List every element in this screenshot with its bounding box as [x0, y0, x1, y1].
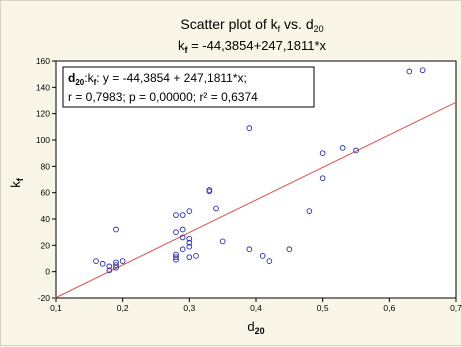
- x-tick-label: 0,1: [50, 303, 62, 313]
- data-point: [319, 150, 326, 157]
- x-tick-label: 0,2: [117, 303, 129, 313]
- data-point: [99, 260, 106, 267]
- y-tick-label: -20: [38, 293, 51, 303]
- data-point: [353, 147, 359, 154]
- y-tick-label: 0: [45, 267, 50, 277]
- y-tick-label: 160: [36, 56, 50, 66]
- data-point: [179, 246, 186, 253]
- data-point: [306, 208, 313, 214]
- data-point: [186, 243, 193, 250]
- data-point: [193, 253, 199, 259]
- chart-subtitle: kf = -44,3854+247,1811*x: [178, 38, 327, 55]
- data-point: [339, 145, 346, 151]
- data-point: [186, 208, 193, 214]
- fit-line-group: [54, 101, 457, 299]
- x-axis-label: d20: [247, 319, 264, 336]
- regression-stats: r = 0,7983; p = 0,00000; r² = 0,6374: [68, 90, 258, 104]
- data-point: [246, 125, 253, 132]
- data-point: [113, 264, 119, 271]
- chart-title: Scatter plot of kf vs. d20: [180, 16, 323, 34]
- data-points: [93, 67, 426, 274]
- data-point: [186, 235, 193, 242]
- x-tick-label: 0,7: [450, 303, 462, 313]
- data-point: [186, 254, 193, 261]
- data-point: [173, 251, 179, 258]
- data-point: [259, 253, 266, 259]
- data-point: [246, 246, 253, 253]
- y-tick-label: 60: [41, 188, 51, 198]
- data-point: [266, 258, 273, 264]
- data-point: [106, 267, 113, 274]
- y-tick-label: 40: [41, 214, 51, 224]
- x-tick-label: 0,3: [183, 303, 195, 313]
- data-point: [173, 256, 179, 263]
- data-point: [113, 262, 119, 268]
- regression-line: [54, 101, 457, 299]
- data-point: [173, 212, 179, 218]
- data-point: [113, 226, 119, 233]
- regression-equation: d20:kf: y = -44,3854 + 247,1811*x;: [68, 71, 247, 87]
- data-point: [406, 68, 413, 75]
- y-tick-label: 120: [36, 109, 50, 119]
- y-tick-label: 100: [36, 135, 50, 145]
- x-tick-label: 0,4: [250, 303, 262, 313]
- data-point: [179, 212, 186, 218]
- data-point: [106, 263, 113, 270]
- data-point: [173, 229, 179, 236]
- x-axis: 0,1 0,2 0,3 0,4 0,5 0,6 0,7: [50, 298, 462, 313]
- data-point: [93, 258, 99, 264]
- data-point: [186, 239, 193, 246]
- data-point: [206, 188, 213, 195]
- data-point: [419, 67, 426, 74]
- y-tick-label: 20: [41, 240, 51, 250]
- x-tick-label: 0,5: [317, 303, 329, 313]
- x-tick-label: 0,6: [383, 303, 395, 313]
- y-axis: -20 0 20 40 60 80 100 120 140 160: [36, 56, 56, 303]
- data-point: [219, 238, 226, 245]
- data-point: [179, 234, 186, 241]
- data-point: [179, 226, 186, 233]
- data-point: [286, 246, 293, 253]
- data-point: [173, 254, 179, 261]
- y-axis-label: kf: [8, 177, 25, 188]
- y-tick-label: 140: [36, 82, 50, 92]
- y-tick-label: 80: [41, 161, 51, 171]
- stats-box: [62, 66, 315, 108]
- data-point: [119, 258, 126, 264]
- data-point: [319, 175, 326, 182]
- data-point: [213, 205, 219, 212]
- data-point: [113, 259, 119, 266]
